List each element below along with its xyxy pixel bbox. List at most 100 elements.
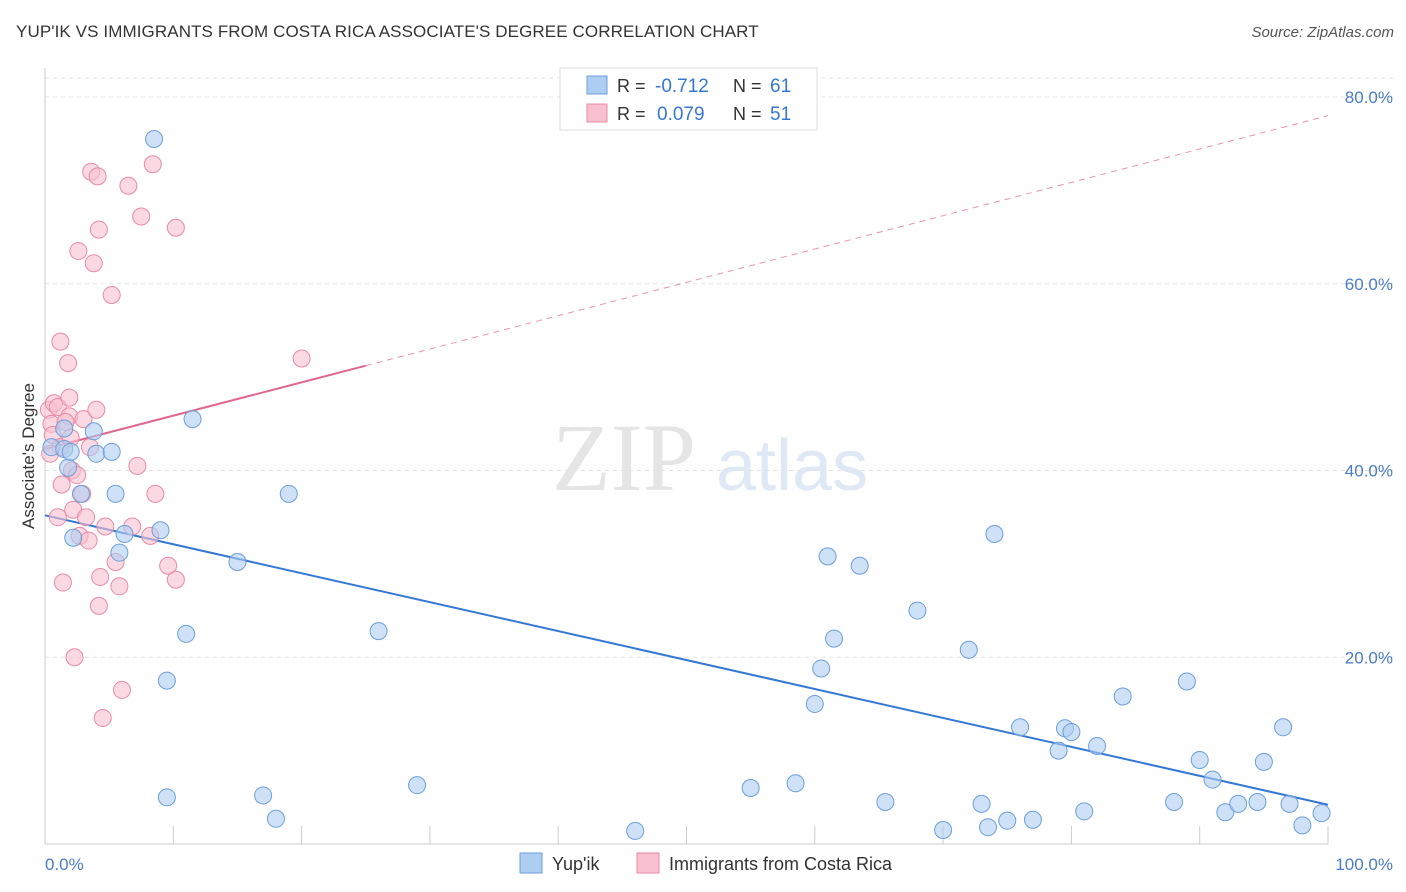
y-tick-label-20: 20.0% — [1345, 648, 1393, 667]
yupik-point-38 — [979, 818, 998, 837]
costa-rica-point-30 — [91, 567, 110, 586]
yupik-point-23 — [369, 622, 388, 641]
stats-r-label-yupik: R = — [617, 76, 646, 96]
yupik-point-53 — [1216, 803, 1235, 822]
costa-rica-point-29 — [89, 596, 108, 615]
chart-title: YUP'IK VS IMMIGRANTS FROM COSTA RICA ASS… — [16, 22, 759, 41]
yupik-point-12 — [115, 524, 134, 543]
costa-rica-point-46 — [166, 570, 185, 589]
costa-rica-point-50 — [79, 531, 98, 550]
stats-r-value-costa-rica: 0.079 — [657, 104, 705, 125]
yupik-point-46 — [1075, 802, 1094, 821]
costa-rica-point-39 — [128, 456, 147, 475]
yupik-point-54 — [1229, 794, 1248, 813]
costa-rica-point-33 — [102, 285, 121, 304]
yupik-point-56 — [1254, 752, 1273, 771]
costa-rica-point-26 — [87, 400, 106, 419]
yupik-point-16 — [157, 788, 176, 807]
yupik-point-47 — [1088, 736, 1107, 755]
yupik-point-13 — [145, 130, 164, 149]
yupik-point-30 — [818, 547, 837, 566]
yupik-point-15 — [157, 671, 176, 690]
costa-rica-point-5 — [48, 508, 67, 527]
costa-rica-point-25 — [84, 254, 103, 273]
costa-rica-point-42 — [143, 155, 162, 174]
y-tick-label-80: 80.0% — [1345, 88, 1393, 107]
yupik-point-25 — [626, 821, 645, 840]
yupik-point-48 — [1113, 687, 1132, 706]
yupik-point-22 — [279, 484, 298, 503]
yupik-point-55 — [1248, 792, 1267, 811]
yupik-point-21 — [266, 809, 285, 828]
stats-n-label-yupik: N = — [733, 76, 762, 96]
yupik-point-42 — [1023, 810, 1042, 829]
stats-r-value-yupik: -0.712 — [655, 76, 709, 97]
yupik-point-5 — [64, 528, 83, 547]
costa-rica-point-10 — [59, 354, 78, 373]
yupik-point-43 — [1049, 741, 1068, 760]
x-tick-labels: 0.0% 100.0% — [45, 855, 1393, 874]
costa-rica-point-11 — [60, 388, 79, 407]
costa-rica-point-9 — [53, 573, 72, 592]
costa-rica-point-8 — [52, 475, 71, 494]
costa-rica-point-27 — [88, 167, 107, 186]
yupik-point-57 — [1274, 718, 1293, 737]
yupik-point-26 — [741, 778, 760, 797]
yupik-point-3 — [59, 458, 78, 477]
stats-swatch-yupik — [586, 75, 608, 95]
costa-rica-point-18 — [69, 242, 88, 261]
y-tick-label-60: 60.0% — [1345, 275, 1393, 294]
x-tick-label-min: 0.0% — [45, 855, 84, 874]
yupik-point-52 — [1203, 770, 1222, 789]
costa-rica-point-44 — [159, 556, 178, 575]
yupik-point-32 — [850, 556, 869, 575]
costa-rica-point-36 — [112, 680, 131, 699]
stats-r-label-costa-rica: R = — [617, 104, 646, 124]
yupik-point-59 — [1293, 816, 1312, 835]
bottom-legend: Yup'ik Immigrants from Costa Rica — [519, 852, 893, 874]
costa-rica-point-37 — [119, 176, 138, 195]
costa-rica-point-21 — [74, 410, 93, 429]
yupik-point-36 — [959, 640, 978, 659]
watermark-atlas: atlas — [716, 426, 868, 506]
yupik-point-50 — [1177, 672, 1196, 691]
series-yupik — [42, 130, 1331, 840]
trend-line-yupik — [44, 514, 1329, 806]
stats-n-value-costa-rica: 51 — [770, 104, 791, 125]
costa-rica-point-43 — [146, 484, 165, 503]
yupik-point-20 — [254, 786, 273, 805]
yupik-point-37 — [972, 794, 991, 813]
yupik-point-29 — [812, 659, 831, 678]
yupik-point-35 — [934, 820, 953, 839]
yupik-point-9 — [102, 442, 121, 461]
y-axis-label: Associate's Degree — [19, 383, 38, 529]
yupik-point-2 — [55, 419, 74, 438]
watermark: ZIP atlas — [552, 404, 868, 511]
yupik-point-51 — [1190, 750, 1209, 769]
yupik-point-45 — [1062, 722, 1081, 741]
yupik-point-28 — [805, 694, 824, 713]
costa-rica-point-22 — [77, 508, 96, 527]
costa-rica-point-31 — [93, 708, 112, 727]
yupik-point-60 — [1312, 804, 1331, 823]
gridlines — [45, 77, 1393, 658]
yupik-point-24 — [408, 776, 427, 795]
costa-rica-point-35 — [110, 577, 129, 596]
stats-n-label-costa-rica: N = — [733, 104, 762, 124]
y-tick-labels: 20.0% 40.0% 60.0% 80.0% — [1345, 88, 1393, 667]
yupik-point-39 — [985, 524, 1004, 543]
yupik-point-18 — [183, 410, 202, 429]
costa-rica-point-45 — [166, 218, 185, 237]
yupik-point-8 — [87, 444, 106, 463]
yupik-point-41 — [1011, 718, 1030, 737]
costa-rica-point-47 — [292, 349, 311, 368]
watermark-zip: ZIP — [552, 404, 696, 511]
costa-rica-point-40 — [132, 207, 151, 226]
stats-n-value-yupik: 61 — [770, 76, 791, 97]
yupik-point-33 — [876, 792, 895, 811]
stats-swatch-costa-rica — [586, 103, 608, 123]
yupik-point-34 — [908, 601, 927, 620]
costa-rica-point-7 — [51, 332, 70, 351]
x-tick-label-max: 100.0% — [1335, 855, 1393, 874]
